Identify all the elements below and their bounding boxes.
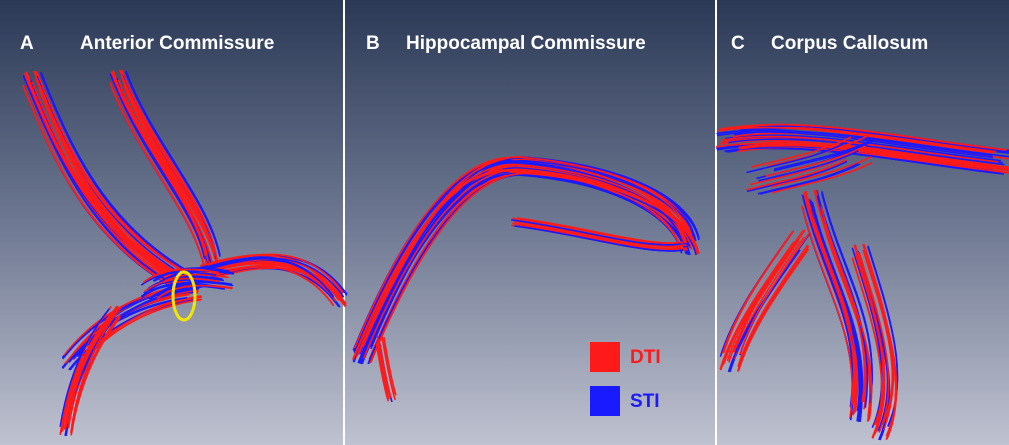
figure: A Anterior Commissure B Hippocampal Comm… [0, 0, 1009, 445]
panel-letter: B [366, 33, 380, 54]
panel-a-bg [0, 0, 343, 445]
panel-letter: A [20, 33, 34, 54]
panel-letter: C [731, 33, 745, 54]
legend-label: STI [630, 391, 660, 412]
panel-title: Corpus Callosum [771, 33, 928, 54]
legend-swatch [590, 386, 620, 416]
legend-label: DTI [630, 347, 661, 368]
panel-title: Anterior Commissure [80, 33, 274, 54]
panel-title: Hippocampal Commissure [406, 33, 646, 54]
legend-swatch [590, 342, 620, 372]
